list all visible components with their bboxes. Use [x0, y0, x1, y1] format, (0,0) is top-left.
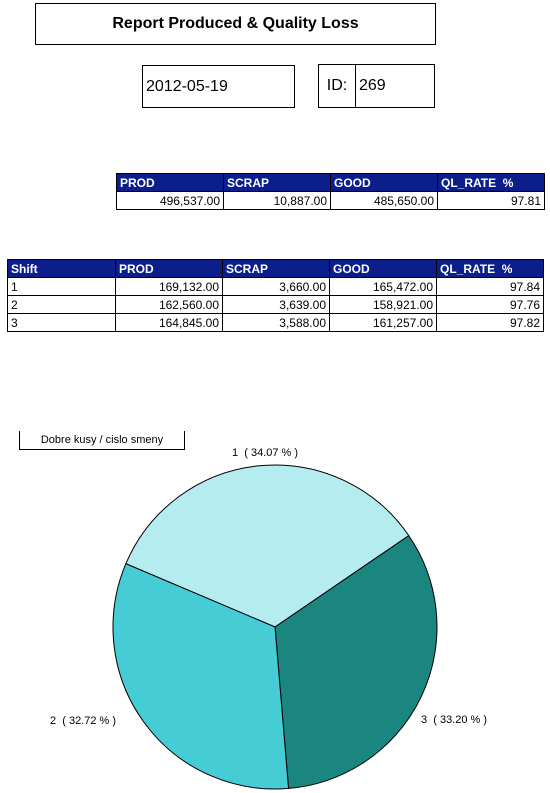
report-id-label: ID:	[319, 65, 356, 107]
summary-header-good: GOOD	[330, 173, 438, 192]
summary-good: 485,650.00	[330, 191, 438, 210]
summary-header-ql-rate: QL_RATE %	[437, 173, 545, 192]
report-date: 2012-05-19	[142, 65, 295, 108]
pie-slice-label-2: 2 ( 32.72 % )	[50, 715, 116, 727]
good-cell: 165,472.00	[329, 277, 437, 296]
report-id-box: ID: 269	[318, 64, 435, 108]
pie-slice-3	[274, 534, 438, 789]
prod-cell: 164,845.00	[115, 313, 223, 332]
summary-row: 496,537.00 10,887.00 485,650.00 97.81	[116, 191, 545, 210]
scrap-cell: 3,660.00	[222, 277, 330, 296]
pie-slice-2	[112, 563, 290, 790]
scrap-cell: 3,588.00	[222, 313, 330, 332]
summary-table: PROD SCRAP GOOD QL_RATE % 496,537.00 10,…	[116, 173, 545, 210]
shift-header-good: GOOD	[329, 259, 437, 278]
summary-header-prod: PROD	[116, 173, 224, 192]
shift-header-scrap: SCRAP	[222, 259, 330, 278]
ql-rate-cell: 97.82	[436, 313, 544, 332]
pie-slice-1	[125, 464, 410, 628]
pie-slice-label-1: 1 ( 34.07 % )	[232, 447, 298, 459]
report-title: Report Produced & Quality Loss	[35, 3, 436, 45]
summary-prod: 496,537.00	[116, 191, 224, 210]
summary-ql-rate: 97.81	[437, 191, 545, 210]
good-cell: 161,257.00	[329, 313, 437, 332]
shift-header-shift: Shift	[7, 259, 116, 278]
report-id-value: 269	[359, 77, 386, 94]
shift-table: Shift PROD SCRAP GOOD QL_RATE % 1 169,13…	[7, 259, 544, 332]
shift-header-prod: PROD	[115, 259, 223, 278]
table-row: 3 164,845.00 3,588.00 161,257.00 97.82	[7, 313, 544, 332]
shift-header-row: Shift PROD SCRAP GOOD QL_RATE %	[7, 259, 544, 278]
scrap-cell: 3,639.00	[222, 295, 330, 314]
table-row: 1 169,132.00 3,660.00 165,472.00 97.84	[7, 277, 544, 296]
pie-slice-label-3: 3 ( 33.20 % )	[421, 714, 487, 726]
summary-scrap: 10,887.00	[223, 191, 331, 210]
chart-legend-title: Dobre kusy / cislo smeny	[19, 431, 185, 450]
